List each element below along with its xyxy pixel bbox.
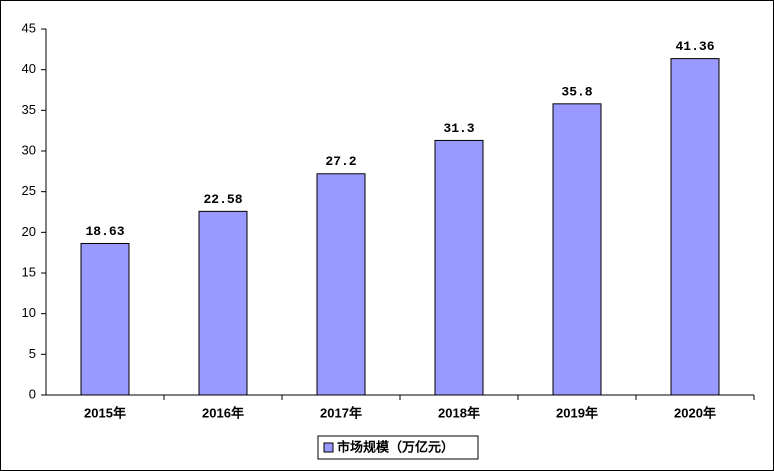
x-tick-label: 2020年 <box>674 405 716 420</box>
value-label: 41.36 <box>675 39 714 54</box>
value-label: 22.58 <box>203 192 242 207</box>
y-tick-label: 0 <box>29 386 36 401</box>
x-tick-label: 2015年 <box>84 405 126 420</box>
x-tick-label: 2019年 <box>556 405 598 420</box>
y-tick-label: 30 <box>22 142 36 157</box>
legend-swatch <box>323 442 334 453</box>
y-tick-label: 25 <box>22 183 36 198</box>
bar <box>316 173 366 396</box>
x-tick-label: 2016年 <box>202 405 244 420</box>
value-label: 27.2 <box>325 154 356 169</box>
y-tick-label: 15 <box>22 264 36 279</box>
bar <box>434 139 484 396</box>
y-tick-label: 10 <box>22 305 36 320</box>
x-tick-label: 2018年 <box>438 405 480 420</box>
bar <box>80 242 130 396</box>
y-tick-label: 35 <box>22 102 36 117</box>
y-tick-label: 45 <box>22 20 36 35</box>
bar <box>670 58 720 396</box>
legend-box <box>317 435 479 460</box>
y-tick-label: 5 <box>29 346 36 361</box>
y-tick-label: 40 <box>22 61 36 76</box>
bar <box>552 103 602 396</box>
x-tick-label: 2017年 <box>320 405 362 420</box>
legend-label: 市场规模（万亿元） <box>337 439 454 454</box>
bar <box>198 210 248 396</box>
y-tick-label: 20 <box>22 224 36 239</box>
value-label: 31.3 <box>443 121 474 136</box>
value-label: 18.63 <box>85 224 124 239</box>
value-label: 35.8 <box>561 84 592 99</box>
